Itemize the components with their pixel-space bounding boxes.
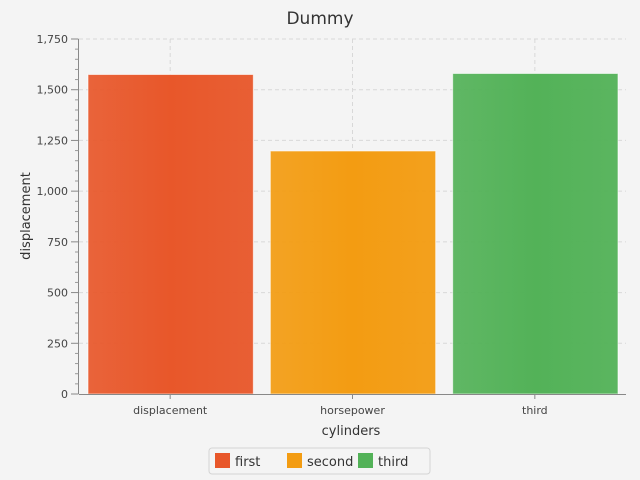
- legend: first second third: [208, 447, 431, 475]
- legend-box: [208, 447, 431, 475]
- legend-label-third[interactable]: third: [378, 455, 408, 470]
- y-axis-title: displacement: [19, 172, 34, 260]
- axes: 0 250 500 750 1,000 1,250 1,500 1,750 displaceme…: [37, 33, 626, 417]
- legend-swatch-third[interactable]: [358, 453, 373, 468]
- x-axis-title: cylinders: [322, 424, 381, 439]
- y-tick-label: 750: [47, 236, 68, 249]
- y-tick-label: 1,250: [37, 134, 69, 147]
- y-tick-label: 1,750: [37, 33, 69, 46]
- bar-third[interactable]: [452, 72, 619, 395]
- bars: [87, 72, 619, 395]
- x-tick-label: displacement: [133, 404, 208, 417]
- y-tick-label: 0: [61, 388, 68, 401]
- y-tick-label: 1,000: [37, 185, 69, 198]
- chart-title: Dummy: [286, 9, 353, 29]
- bar-second[interactable]: [269, 150, 437, 395]
- y-tick-label: 500: [47, 287, 68, 300]
- bar-first[interactable]: [87, 74, 254, 395]
- x-tick-label: horsepower: [320, 404, 385, 417]
- legend-label-first[interactable]: first: [235, 455, 260, 470]
- x-tick-label: third: [522, 404, 548, 417]
- legend-label-second[interactable]: second: [307, 455, 353, 470]
- legend-swatch-first[interactable]: [215, 453, 230, 468]
- y-tick-label: 1,500: [37, 84, 69, 97]
- legend-swatch-second[interactable]: [287, 453, 302, 468]
- y-tick-label: 250: [47, 337, 68, 350]
